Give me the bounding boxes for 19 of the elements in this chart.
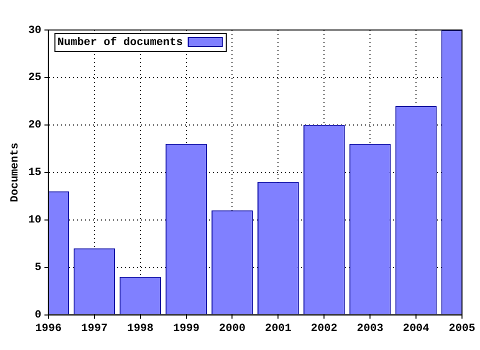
y-tick-label: 5: [34, 262, 42, 274]
y-tick-label: 30: [28, 24, 42, 37]
x-tick-label: 1997: [81, 323, 108, 336]
y-tick-label: 25: [28, 72, 42, 84]
legend-label: Number of documents: [57, 36, 183, 49]
x-tick-label: 2003: [356, 323, 384, 336]
y-tick-label: 20: [28, 120, 42, 132]
x-tick-label: 1998: [127, 323, 154, 336]
x-tick-label: 1996: [35, 323, 62, 336]
x-tick-label: 2002: [310, 323, 338, 336]
x-tick-label: 2000: [219, 323, 246, 336]
x-tick-label: 1999: [173, 323, 200, 336]
x-tick-label: 2001: [264, 323, 292, 336]
x-tick-label: 2004: [402, 323, 430, 336]
y-tick-label: 15: [28, 167, 42, 180]
y-axis-title: Documents: [9, 142, 22, 202]
y-tick-label: 0: [34, 310, 42, 322]
x-tick-label: 2005: [448, 323, 476, 336]
y-tick-label: 10: [28, 214, 42, 227]
